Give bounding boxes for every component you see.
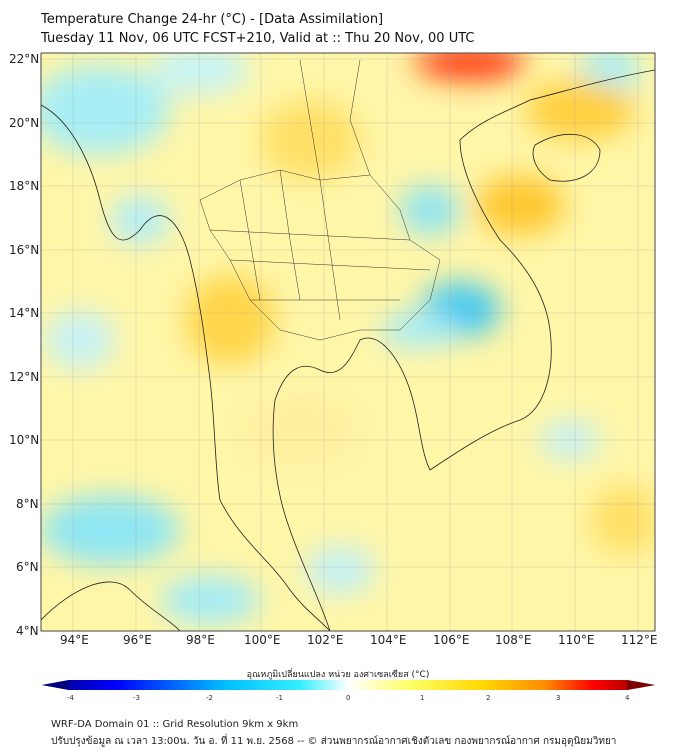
colorbar-tick: -1 <box>276 694 283 702</box>
colorbar-tick: 0 <box>346 694 351 702</box>
lon-label: 110°E <box>558 633 595 647</box>
colorbar-tick: 4 <box>625 694 630 702</box>
lon-label: 102°E <box>307 633 344 647</box>
colorbar <box>42 680 655 690</box>
lat-label: 14°N <box>9 306 40 320</box>
lat-label: 12°N <box>9 370 40 384</box>
colorbar-tick: 1 <box>420 694 425 702</box>
temperature-field <box>41 53 655 631</box>
lat-label: 18°N <box>9 179 40 193</box>
colorbar-tick: -2 <box>206 694 213 702</box>
title-line-2: Tuesday 11 Nov, 06 UTC FCST+210, Valid a… <box>41 31 475 46</box>
lat-label: 8°N <box>16 497 39 511</box>
lat-label: 20°N <box>9 116 40 130</box>
lon-label: 96°E <box>123 633 152 647</box>
colorbar-tick: 3 <box>556 694 561 702</box>
lon-label: 108°E <box>495 633 532 647</box>
colorbar-tick: -4 <box>67 694 74 702</box>
colorbar-tick: 2 <box>486 694 491 702</box>
footer-line-2: ปรับปรุงข้อมูล ณ เวลา 13:00น. วัน อ. ที่… <box>51 736 617 747</box>
lon-label: 98°E <box>186 633 215 647</box>
footer-line-1: WRF-DA Domain 01 :: Grid Resolution 9km … <box>51 719 299 730</box>
colorbar-label: อุณหภูมิเปลี่ยนแปลง หน่วย องศาเซลเซียส (… <box>246 670 430 680</box>
lat-label: 16°N <box>9 243 40 257</box>
lon-label: 100°E <box>244 633 281 647</box>
lat-label: 10°N <box>9 433 40 447</box>
coastlines <box>41 69 655 631</box>
lon-label: 106°E <box>433 633 470 647</box>
colorbar-tick: -3 <box>133 694 140 702</box>
title-line-1: Temperature Change 24-hr (°C) - [Data As… <box>41 12 384 27</box>
lat-label: 22°N <box>9 52 40 66</box>
lon-label: 112°E <box>621 633 658 647</box>
lat-label: 4°N <box>16 624 39 638</box>
map-frame <box>40 52 656 632</box>
colorbar-bar <box>42 680 655 690</box>
province-borders <box>199 59 441 341</box>
gridlines <box>41 53 655 631</box>
lat-label: 6°N <box>16 560 39 574</box>
lon-label: 104°E <box>370 633 407 647</box>
lon-label: 94°E <box>60 633 89 647</box>
